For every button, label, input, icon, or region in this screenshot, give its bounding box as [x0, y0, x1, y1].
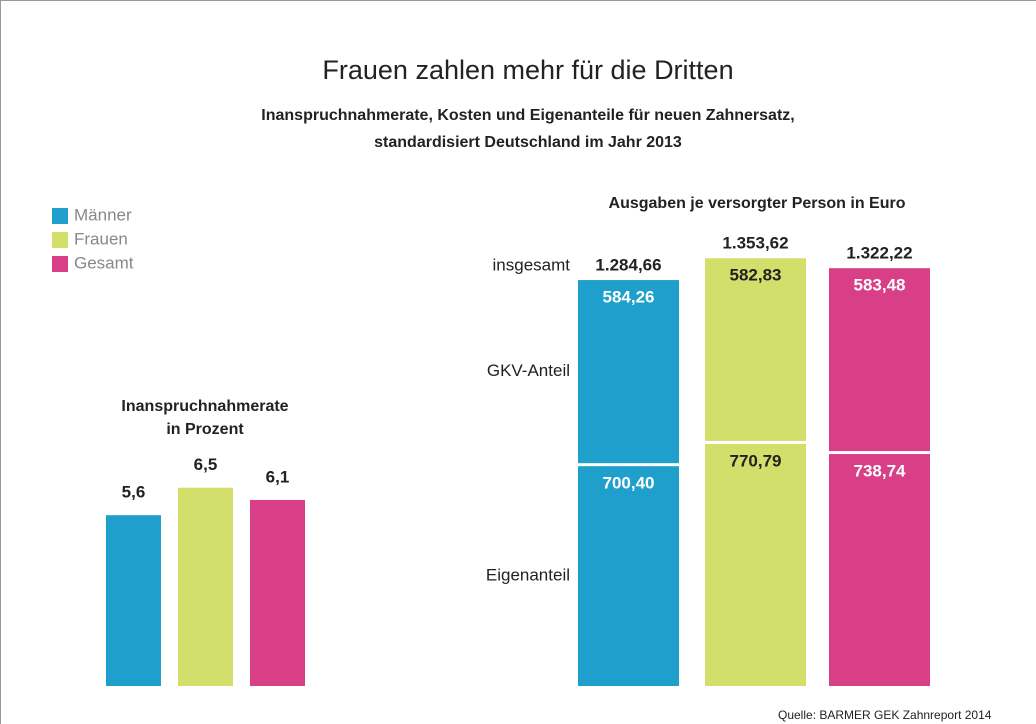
legend-label: Männer — [74, 205, 132, 224]
chart-title: in Prozent — [166, 421, 244, 438]
bar-segment — [705, 258, 806, 441]
value-label: 5,6 — [122, 483, 146, 502]
segment-label: 738,74 — [854, 462, 907, 481]
segment-label: 582,83 — [730, 266, 782, 285]
source: Quelle: BARMER GEK Zahnreport 2014 — [778, 708, 992, 722]
bar — [250, 499, 305, 686]
bar-segment — [829, 454, 930, 686]
segment-label: 770,79 — [730, 451, 782, 470]
legend-swatch — [52, 256, 68, 272]
page-title: Frauen zahlen mehr für die Dritten — [322, 55, 733, 85]
bar-segment — [578, 280, 679, 464]
row-label: insgesamt — [493, 256, 571, 275]
chart-title: Inanspruchnahmerate — [121, 398, 288, 415]
legend-swatch — [52, 208, 68, 224]
row-label: GKV-Anteil — [487, 361, 570, 380]
total-label: 1.284,66 — [595, 256, 661, 275]
bar-segment — [829, 268, 930, 452]
segment-label: 583,48 — [854, 276, 906, 295]
subtitle: standardisiert Deutschland im Jahr 2013 — [374, 134, 682, 151]
bar — [106, 515, 161, 686]
segment-label: 700,40 — [603, 474, 655, 493]
chart-title: Ausgaben je versorgter Person in Euro — [609, 195, 906, 212]
legend-label: Frauen — [74, 229, 128, 248]
bar-segment — [578, 466, 679, 686]
row-label: Eigenanteil — [486, 566, 570, 585]
subtitle: Inanspruchnahmerate, Kosten und Eigenant… — [261, 107, 794, 124]
total-label: 1.353,62 — [722, 234, 788, 253]
legend-label: Gesamt — [74, 253, 134, 272]
bar-segment — [705, 443, 806, 686]
bar — [178, 487, 233, 686]
segment-label: 584,26 — [603, 288, 655, 307]
total-label: 1.322,22 — [846, 244, 912, 263]
legend-swatch — [52, 232, 68, 248]
value-label: 6,5 — [194, 455, 218, 474]
value-label: 6,1 — [266, 467, 290, 486]
